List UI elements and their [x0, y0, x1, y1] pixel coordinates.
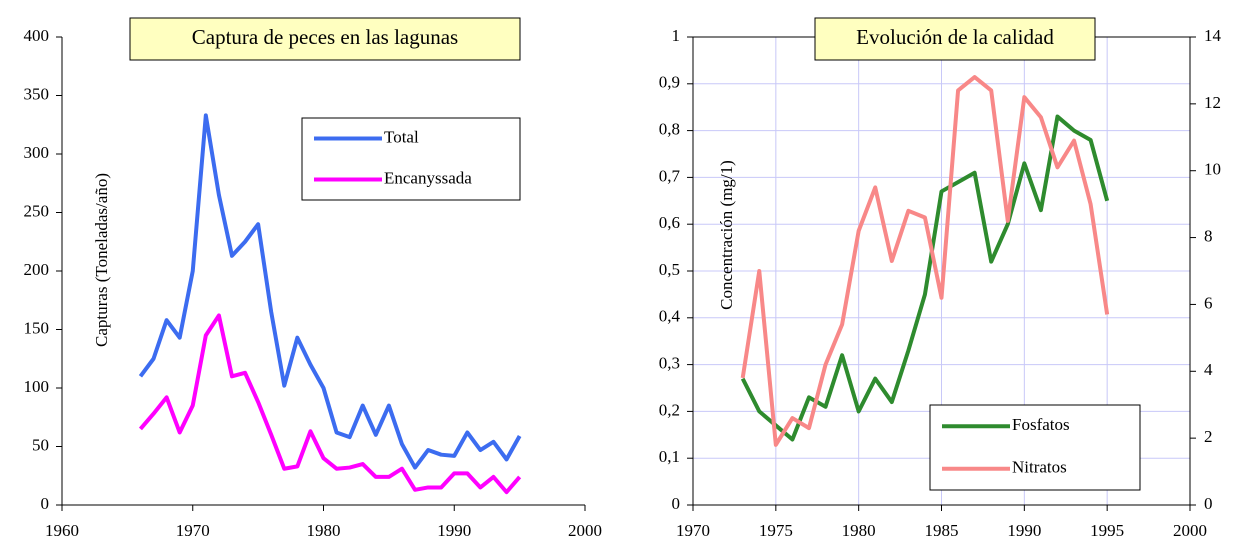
y2-tick-label: 14: [1204, 26, 1222, 45]
y2-tick-label: 12: [1204, 93, 1221, 112]
series-line: [740, 75, 1110, 447]
y-tick-label: 0,9: [659, 73, 680, 92]
x-tick-label: 1990: [437, 521, 471, 540]
chart-title: Evolución de la calidad: [856, 25, 1054, 49]
x-tick-label: 1990: [1007, 521, 1041, 540]
y-tick-label: 250: [24, 201, 50, 220]
x-tick-label: 1975: [759, 521, 793, 540]
chart-title: Captura de peces en las lagunas: [192, 25, 458, 49]
y2-tick-label: 2: [1204, 427, 1213, 446]
x-tick-label: 1960: [45, 521, 79, 540]
legend-label: Fosfatos: [1012, 415, 1070, 434]
legend-label: Total: [384, 127, 419, 146]
y-tick-label: 1: [672, 26, 681, 45]
x-tick-label: 2000: [1173, 521, 1207, 540]
y-tick-label: 300: [24, 143, 50, 162]
y2-tick-label: 4: [1204, 360, 1213, 379]
title-box: [129, 17, 521, 61]
y-axis-label: Capturas (Toneladas/año): [92, 173, 111, 347]
x-tick-label: 1995: [1090, 521, 1124, 540]
title-box: [814, 17, 1096, 61]
x-tick-label: 1980: [842, 521, 876, 540]
y2-tick-label: 6: [1204, 293, 1213, 312]
y2-tick-label: 10: [1204, 160, 1221, 179]
legend-label: Encanyssada: [384, 168, 472, 187]
series-line: [138, 313, 522, 495]
y-tick-label: 150: [24, 318, 50, 337]
y-axis-label: Concentración (mg/1): [717, 160, 736, 310]
x-tick-label: 1980: [307, 521, 341, 540]
y-tick-label: 350: [24, 84, 50, 103]
y-tick-label: 0,4: [659, 307, 681, 326]
x-tick-label: 2000: [568, 521, 602, 540]
y2-tick-label: 8: [1204, 226, 1213, 245]
legend-box: [929, 404, 1141, 491]
x-tick-label: 1970: [176, 521, 210, 540]
y-tick-label: 0: [41, 494, 50, 513]
y-tick-label: 400: [24, 26, 50, 45]
y-tick-label: 0,1: [659, 447, 680, 466]
y-tick-label: 0,6: [659, 213, 680, 232]
y-tick-label: 0,5: [659, 260, 680, 279]
legend-label: Nitratos: [1012, 458, 1067, 477]
y-tick-label: 0,7: [659, 166, 681, 185]
y-tick-label: 200: [24, 260, 50, 279]
y-tick-label: 50: [32, 435, 49, 454]
y-tick-label: 0,3: [659, 354, 680, 373]
x-tick-label: 1970: [676, 521, 710, 540]
legend-box: [301, 117, 521, 201]
series-line: [138, 113, 522, 470]
y2-tick-label: 0: [1204, 494, 1213, 513]
x-tick-label: 1985: [925, 521, 959, 540]
y-tick-label: 0,8: [659, 120, 680, 139]
y-tick-label: 0,2: [659, 400, 680, 419]
y-tick-label: 100: [24, 377, 50, 396]
series-line: [740, 114, 1110, 442]
y-tick-label: 0: [672, 494, 681, 513]
